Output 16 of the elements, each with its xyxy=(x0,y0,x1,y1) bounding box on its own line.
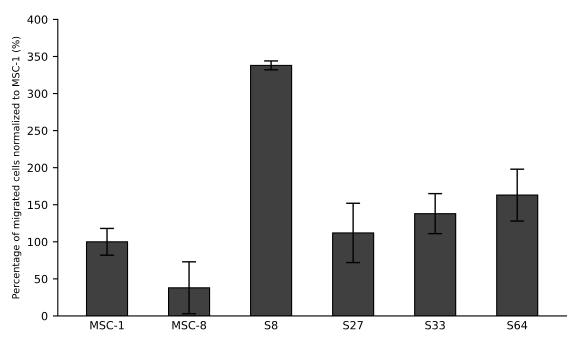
y-tick-label: 350 xyxy=(28,52,48,61)
x-tick-label: S8 xyxy=(264,320,278,330)
y-tick-label: 250 xyxy=(28,126,48,135)
y-tick-label: 50 xyxy=(34,274,48,284)
x-tick-label: S64 xyxy=(507,320,528,330)
y-tick-label: 0 xyxy=(42,312,48,320)
y-tick-label: 100 xyxy=(28,238,48,246)
x-tick-label: S33 xyxy=(425,320,445,330)
x-tick-label: S27 xyxy=(343,320,363,330)
y-tick-label: 300 xyxy=(28,90,48,98)
y-tick-label: 150 xyxy=(28,200,48,210)
y-tick-label: 400 xyxy=(27,15,48,24)
x-tick-label: MSC-8 xyxy=(172,320,206,330)
y-axis-title: Percentage of migrated cells normalized to MSC-1 (%) xyxy=(12,36,22,298)
y-tick-label: 200 xyxy=(28,164,48,172)
x-tick-label: MSC-1 xyxy=(90,320,124,330)
